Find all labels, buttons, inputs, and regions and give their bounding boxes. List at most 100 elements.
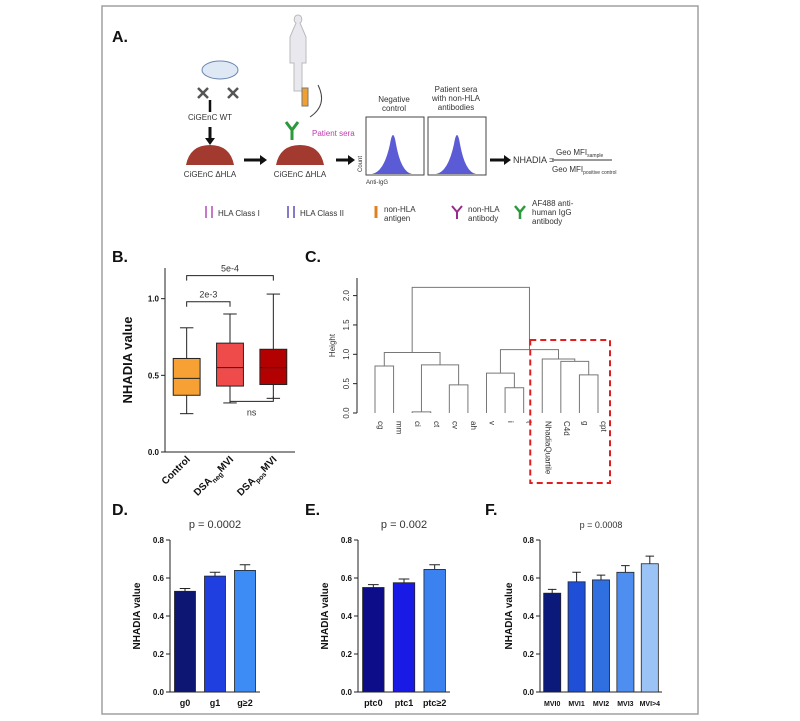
- y-tick-label: 0.4: [341, 612, 353, 621]
- label: CiGEnC ΔHLA: [184, 170, 237, 179]
- y-tick-label: 0.6: [341, 574, 353, 583]
- hist-ylabel: Count: [358, 156, 364, 172]
- box: [216, 342, 244, 387]
- dish-icon: [201, 60, 239, 80]
- leaf-label: ah: [469, 421, 478, 430]
- chart-title: p = 0.002: [381, 519, 427, 531]
- dendrogram-link: [486, 372, 515, 413]
- bar: [592, 579, 610, 693]
- y-tick-label: 1.5: [342, 319, 351, 331]
- legend-text: HLA Class II: [300, 209, 344, 218]
- y-axis-label: NHADIA value: [504, 582, 515, 649]
- hist-xlabel: Anti-IgG: [366, 180, 388, 186]
- panel-label: C.: [305, 249, 321, 266]
- y-tick-label: 0.6: [523, 574, 535, 583]
- dendrogram-link: [374, 365, 395, 413]
- y-tick-label: 0.6: [153, 574, 165, 583]
- y-tick-label: 2.0: [342, 289, 351, 301]
- diagram: CiGEnC WT CiGEnC ΔHLA Patient sera CiGEn…: [184, 14, 616, 226]
- leaf-label: v: [488, 421, 497, 425]
- frame: [101, 5, 699, 715]
- x-tick-label: g1: [210, 698, 221, 708]
- y-tick-label: 0.0: [148, 448, 160, 457]
- bracket: [186, 301, 231, 307]
- dendrogram-link: [420, 364, 460, 412]
- bar: [392, 582, 416, 693]
- y-tick-label: 0.8: [153, 536, 165, 545]
- box: [259, 348, 288, 386]
- x-tick-label: ptc≥2: [423, 698, 446, 708]
- error-bar: [645, 555, 655, 564]
- x-tick-label: ptc0: [364, 698, 383, 708]
- y-tick-label: 0.8: [341, 536, 353, 545]
- patient-icon: [289, 14, 307, 92]
- legend-text: non-HLA antibody: [468, 205, 500, 223]
- y-axis-label: NHADIA value: [132, 582, 143, 649]
- bar: [423, 569, 446, 693]
- y-tick-label: 0.0: [342, 407, 351, 419]
- legend-text: AF488 anti-human IgG antibody: [532, 199, 574, 226]
- label-part: Control: [160, 454, 193, 487]
- x-tick-label: MVI0: [544, 701, 560, 708]
- error-bar: [596, 574, 606, 580]
- x-tick-label: g0: [180, 698, 191, 708]
- arrow: [309, 84, 323, 118]
- dendrogram-link: [578, 374, 599, 413]
- y-tick-label: 0.0: [341, 688, 353, 697]
- error-bar: [398, 578, 410, 583]
- chart-title: p = 0.0008: [580, 520, 623, 530]
- panel-label: D.: [112, 502, 128, 519]
- error-bar: [621, 565, 630, 573]
- y-tick-label: 0.5: [148, 371, 160, 380]
- y-tick-label: 0.2: [341, 650, 353, 659]
- dendrogram-link: [541, 358, 576, 413]
- cell: [186, 145, 234, 165]
- hist-title: Patient sera with non-HLA antibodies: [431, 85, 481, 112]
- highlight-box: [529, 339, 611, 484]
- y-tick-label: 0.0: [523, 688, 535, 697]
- error-bar: [209, 571, 221, 577]
- error-bar: [239, 564, 251, 571]
- x-tick-label: Control: [160, 454, 193, 487]
- formula: Geo MFIsample: [556, 148, 603, 159]
- dendrogram-link: [504, 387, 525, 413]
- x-tick-label: ptc1: [395, 698, 414, 708]
- label: CiGEnC WT: [188, 113, 232, 122]
- leaf-label: i: [506, 421, 515, 423]
- dendrogram-link: [448, 384, 469, 413]
- dendrogram-link: [411, 411, 432, 413]
- bar: [616, 571, 635, 693]
- bracket: [186, 275, 274, 281]
- leaf-label: ci: [413, 421, 422, 427]
- annotation: 2e-3: [199, 290, 217, 300]
- label: Patient sera: [312, 129, 355, 138]
- cell: [276, 145, 324, 165]
- leaf-label: cg: [376, 421, 385, 429]
- error-bar: [429, 564, 441, 570]
- error-bar: [367, 584, 379, 588]
- y-tick-label: 0.4: [153, 612, 165, 621]
- x-tick-label: g≥2: [237, 698, 252, 708]
- leaf-label: t: [525, 421, 534, 424]
- box: [172, 357, 201, 396]
- panel-label: F.: [485, 502, 497, 519]
- bar: [234, 570, 256, 693]
- bar: [204, 575, 226, 693]
- formula: Geo MFIpositive control: [552, 165, 616, 176]
- dendrogram-link: [411, 286, 530, 353]
- panel-label: E.: [305, 502, 320, 519]
- y-tick-label: 0.5: [342, 378, 351, 390]
- leaf-label: NhadiaQuartile: [543, 421, 552, 475]
- bar: [174, 590, 196, 693]
- formula: NHADIA =: [513, 155, 554, 165]
- dendrogram-link: [383, 352, 441, 367]
- x-tick-label: DSAposMVI: [235, 454, 281, 500]
- annotation: 5e-4: [221, 264, 239, 274]
- hist-title: Negative control: [378, 95, 410, 113]
- hist-shape: [436, 135, 476, 174]
- x-tick-label: MVI2: [593, 701, 609, 708]
- leaf-label: mm: [395, 421, 404, 435]
- dendrogram-link: [560, 360, 590, 413]
- panel-label: A.: [112, 29, 128, 46]
- leaf-label: ct: [432, 421, 441, 428]
